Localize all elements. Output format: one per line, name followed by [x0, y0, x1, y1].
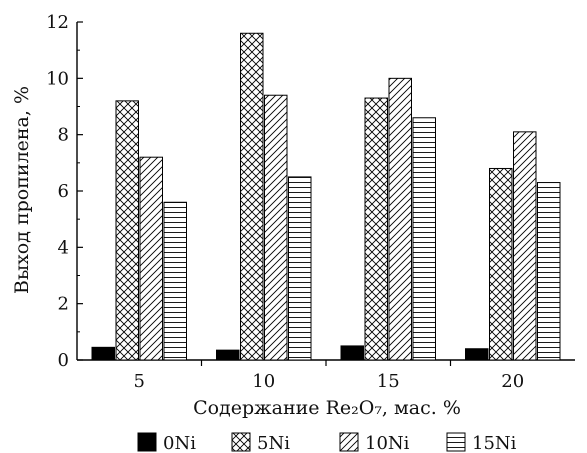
x-tick-label: 5 — [134, 371, 145, 392]
legend-label-15Ni: 15Ni — [472, 433, 517, 453]
y-tick-group: 0 2 4 6 8 10 12 — [46, 12, 83, 371]
bar-10Ni-15 — [388, 77, 412, 361]
legend-swatch-15Ni — [446, 432, 466, 452]
bar-15Ni-15 — [412, 117, 436, 361]
bar-0Ni-5 — [91, 346, 115, 361]
y-tick-label: 8 — [58, 125, 69, 146]
legend: 0Ni 5Ni 10Ni 15Ni — [137, 432, 517, 453]
bar-15Ni-20 — [537, 182, 561, 361]
x-tick-label: 20 — [501, 371, 524, 392]
x-tick-label: 15 — [377, 371, 400, 392]
bar-0Ni-20 — [465, 348, 489, 361]
y-tick-label: 6 — [58, 181, 69, 202]
y-axis-label: Выход пропилена, % — [11, 86, 33, 294]
bar-15Ni-5 — [163, 201, 187, 361]
bar-5Ni-10 — [240, 32, 264, 361]
legend-label-5Ni: 5Ni — [257, 433, 290, 453]
y-tick-label: 10 — [46, 68, 69, 89]
legend-label-0Ni: 0Ni — [163, 433, 196, 453]
x-tick-label: 10 — [252, 371, 275, 392]
bar-10Ni-10 — [264, 94, 288, 361]
legend-swatch-10Ni — [339, 432, 359, 452]
y-tick-label: 12 — [46, 12, 69, 33]
legend-swatch-5Ni — [231, 432, 251, 452]
bar-5Ni-5 — [115, 100, 139, 361]
bar-group — [91, 32, 561, 361]
legend-swatch-0Ni — [137, 432, 157, 452]
y-tick-label: 0 — [58, 350, 69, 371]
y-tick-label: 2 — [58, 294, 69, 315]
bar-0Ni-15 — [340, 345, 364, 361]
bar-5Ni-20 — [489, 167, 513, 361]
bar-0Ni-10 — [216, 349, 240, 361]
bar-5Ni-15 — [364, 97, 388, 361]
y-tick-label: 4 — [58, 237, 69, 258]
bar-10Ni-20 — [513, 131, 537, 361]
bar-15Ni-10 — [288, 176, 312, 361]
x-tick-group: 5 10 15 20 — [134, 360, 524, 392]
x-axis-label: Содержание Re₂O₇, мас. % — [193, 397, 461, 419]
legend-label-10Ni: 10Ni — [365, 433, 410, 453]
bar-10Ni-5 — [139, 156, 163, 361]
